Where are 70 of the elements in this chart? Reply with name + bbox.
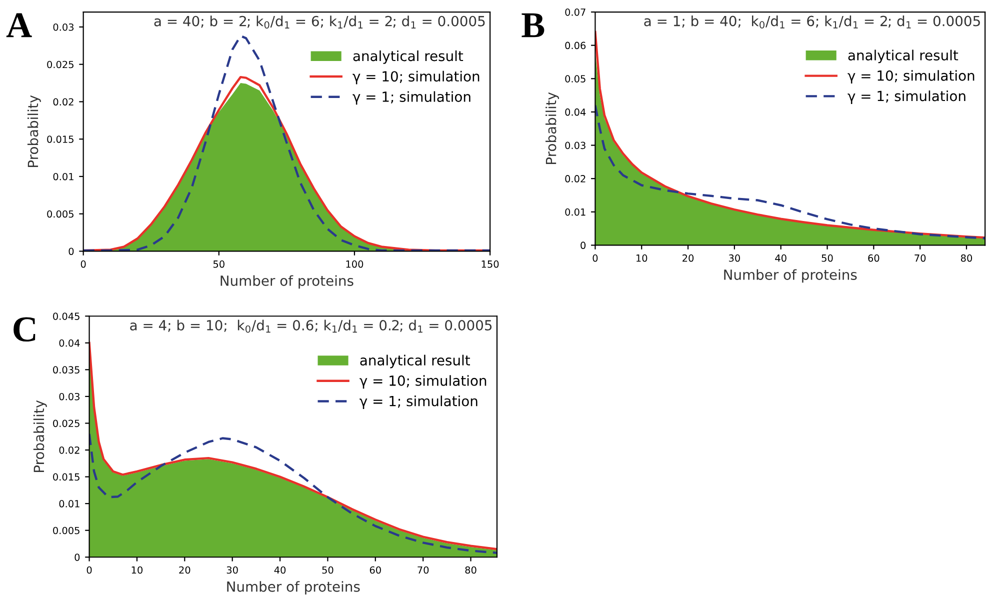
y-tick-label: 0 xyxy=(74,554,80,561)
y-tick-label: 0.045 xyxy=(53,312,80,320)
x-tick-label: 0 xyxy=(592,254,598,262)
legend-label: analytical result xyxy=(353,50,464,64)
y-tick-label: 0.02 xyxy=(59,446,80,454)
text: a = 4; b = 10; k$_{0}$/d$_{1}$ = 0.6; k$_{1}$/d$_{1}$ = 0.2; d$_{1}$ = 0.0005 xyxy=(130,320,492,333)
y-tick-label: 0.02 xyxy=(53,98,74,106)
x-tick-label: 70 xyxy=(418,566,429,574)
y-tick-label: 0.015 xyxy=(47,136,74,143)
y-tick-label: 0.06 xyxy=(565,42,586,50)
x-tick-label: 80 xyxy=(960,254,972,262)
y-tick-label: 0.035 xyxy=(53,366,80,374)
y-axis-title: Probability xyxy=(546,92,559,164)
x-tick-label: 30 xyxy=(728,254,740,262)
y-tick-label: 0.015 xyxy=(53,473,80,481)
y-tick-label: 0.01 xyxy=(53,172,74,180)
text: a = 40; b = 2; k$_{0}$/d$_{1}$ = 6; k$_{1}$/d$_{1}$ = 2; d$_{1}$ = 0.0005 xyxy=(154,16,485,29)
x-tick-label: 10 xyxy=(636,254,648,262)
x-tick-label: 50 xyxy=(822,254,833,262)
y-tick-label: 0.005 xyxy=(53,526,80,534)
x-tick-label: 10 xyxy=(132,566,143,574)
text: a = 1; b = 40; k$_{0}$/d$_{1}$ = 6; k$_{1}$/d$_{1}$ = 2; d$_{1}$ = 0.0005 xyxy=(644,16,980,28)
x-tick-label: 50 xyxy=(213,260,224,268)
x-tick-label: 70 xyxy=(914,254,926,262)
legend-label: γ = 10; simulation xyxy=(848,70,974,84)
legend-label: analytical result xyxy=(848,50,958,64)
legend-label: γ = 1; simulation xyxy=(352,91,470,105)
x-tick-label: 30 xyxy=(226,566,238,574)
y-tick-label: 0.03 xyxy=(59,392,80,400)
y-tick-label: 0.025 xyxy=(47,60,74,68)
legend-label: γ = 10; simulation xyxy=(352,70,480,84)
legend-label: γ = 10; simulation xyxy=(360,375,486,389)
x-tick-label: 100 xyxy=(346,260,364,268)
x-tick-label: 50 xyxy=(322,566,334,574)
y-tick-label: 0.005 xyxy=(47,210,74,218)
y-tick-label: 0.04 xyxy=(565,108,586,116)
x-tick-label: 60 xyxy=(868,254,880,262)
y-axis-title: Probability xyxy=(27,95,41,167)
chart-title: C xyxy=(14,317,36,342)
x-tick-label: 40 xyxy=(775,254,786,262)
x-tick-label: 40 xyxy=(274,566,286,574)
x-tick-label: 0 xyxy=(80,260,86,268)
y-tick-label: 0.05 xyxy=(565,75,586,82)
y-axis-title: Probability xyxy=(33,400,47,472)
y-tick-label: 0.01 xyxy=(59,500,80,508)
x-tick-label: 0 xyxy=(86,566,92,574)
y-tick-label: 0.025 xyxy=(53,420,80,428)
x-axis-title: Number of proteins xyxy=(227,581,360,595)
legend-label: γ = 1; simulation xyxy=(360,396,478,409)
chart-title: B xyxy=(522,13,544,38)
chart-title: A xyxy=(6,13,32,38)
legend-label: analytical result xyxy=(360,354,470,368)
x-axis-title: Number of proteins xyxy=(724,269,857,283)
line-series xyxy=(595,104,986,240)
y-tick-label: 0.02 xyxy=(565,175,586,182)
x-tick-label: 150 xyxy=(482,260,499,268)
y-tick-label: 0.01 xyxy=(565,208,586,216)
y-tick-label: 0.04 xyxy=(59,339,80,347)
x-tick-label: 60 xyxy=(370,566,381,574)
legend-label: γ = 1; simulation xyxy=(848,90,966,104)
x-tick-label: 20 xyxy=(682,254,694,262)
y-tick-label: 0 xyxy=(580,242,586,250)
y-tick-label: 0 xyxy=(68,248,74,256)
line-series xyxy=(89,432,497,554)
y-tick-label: 0.03 xyxy=(565,142,586,150)
x-tick-label: 80 xyxy=(465,566,476,574)
x-tick-label: 20 xyxy=(179,566,190,574)
y-tick-label: 0.07 xyxy=(565,8,586,16)
y-tick-label: 0.03 xyxy=(53,23,74,31)
x-axis-title: Number of proteins xyxy=(220,275,354,289)
